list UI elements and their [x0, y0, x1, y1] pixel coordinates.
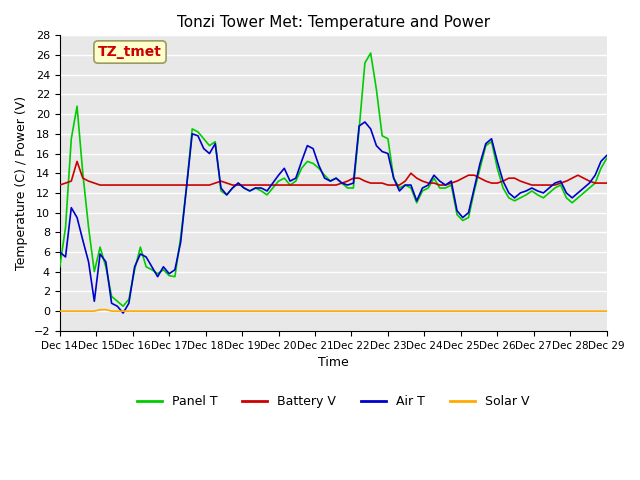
- X-axis label: Time: Time: [318, 356, 349, 369]
- Text: TZ_tmet: TZ_tmet: [98, 45, 162, 59]
- Legend: Panel T, Battery V, Air T, Solar V: Panel T, Battery V, Air T, Solar V: [132, 390, 534, 413]
- Y-axis label: Temperature (C) / Power (V): Temperature (C) / Power (V): [15, 96, 28, 270]
- Title: Tonzi Tower Met: Temperature and Power: Tonzi Tower Met: Temperature and Power: [177, 15, 490, 30]
